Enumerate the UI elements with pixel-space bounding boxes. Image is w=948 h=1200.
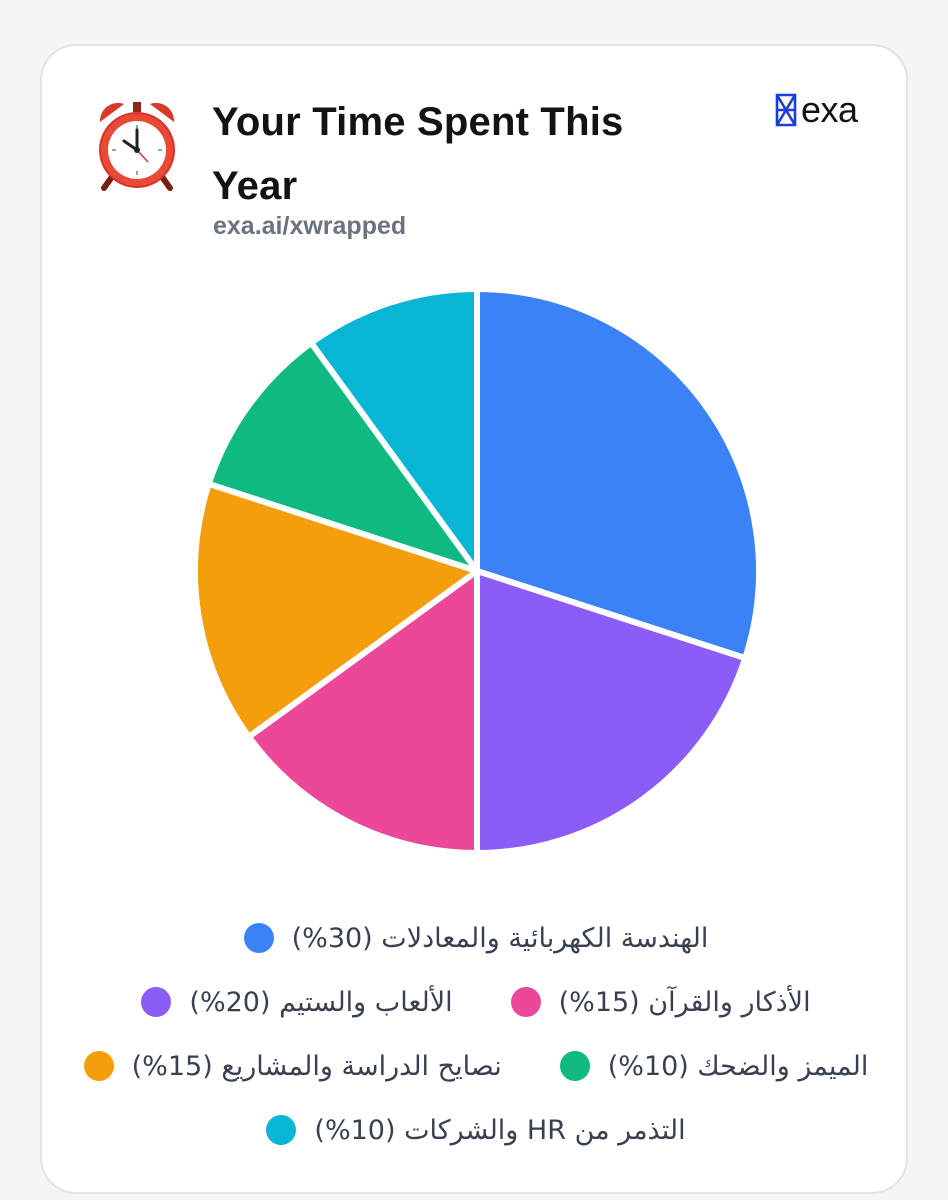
legend-color-dot [559,1051,590,1081]
pie-slice-3[interactable] [192,480,480,740]
pie-slice-0[interactable] [474,286,762,662]
legend-label: الألعاب والستيم (20%) [189,986,453,1018]
legend-row: نصايح الدراسة والمشاريع (15%) الميمز والض… [42,1034,910,1098]
legend-row: التذمر من HR والشركات (10%) [42,1098,910,1162]
legend-color-dot [243,923,274,953]
legend-item[interactable]: الهندسة الكهربائية والمعادلات (30%) [243,922,709,954]
pie-slice-1[interactable] [474,568,749,856]
legend-color-dot [141,987,172,1017]
alarm-clock-icon [99,102,175,191]
exa-logo: exa [775,89,858,130]
legend-item[interactable]: التذمر من HR والشركات (10%) [266,1114,686,1146]
legend-label: الأذكار والقرآن (15%) [558,986,811,1018]
legend-row: الهندسة الكهربائية والمعادلات (30%) [42,906,910,970]
legend-color-dot [510,987,541,1017]
legend-item[interactable]: الميمز والضحك (10%) [559,1050,869,1082]
exa-logo-text: exa [801,89,858,130]
legend-item[interactable]: نصايح الدراسة والمشاريع (15%) [83,1050,502,1082]
legend-label: الهندسة الكهربائية والمعادلات (30%) [291,922,709,954]
chart-legend: الهندسة الكهربائية والمعادلات (30%) الألع… [42,906,910,1162]
exa-logo-mark-icon [775,93,797,127]
legend-item[interactable]: الأذكار والقرآن (15%) [510,986,811,1018]
source-link[interactable]: exa.ai/xwrapped [213,212,407,240]
legend-label: التذمر من HR والشركات (10%) [314,1114,686,1146]
legend-label: نصايح الدراسة والمشاريع (15%) [131,1050,502,1082]
legend-color-dot [83,1051,114,1081]
chart-title: Your Time Spent This Year [212,100,624,208]
pie-slice-4[interactable] [205,339,480,574]
chart-card: Your Time Spent This Year exa.ai/xwrappe… [40,44,908,1194]
pie-slice-5[interactable] [308,286,480,574]
legend-item[interactable]: الألعاب والستيم (20%) [141,986,453,1018]
legend-color-dot [266,1115,297,1145]
legend-label: الميمز والضحك (10%) [607,1050,869,1082]
legend-row: الألعاب والستيم (20%) الأذكار والقرآن (15… [42,970,910,1034]
pie-chart [192,286,762,856]
pie-slice-2[interactable] [245,568,480,856]
